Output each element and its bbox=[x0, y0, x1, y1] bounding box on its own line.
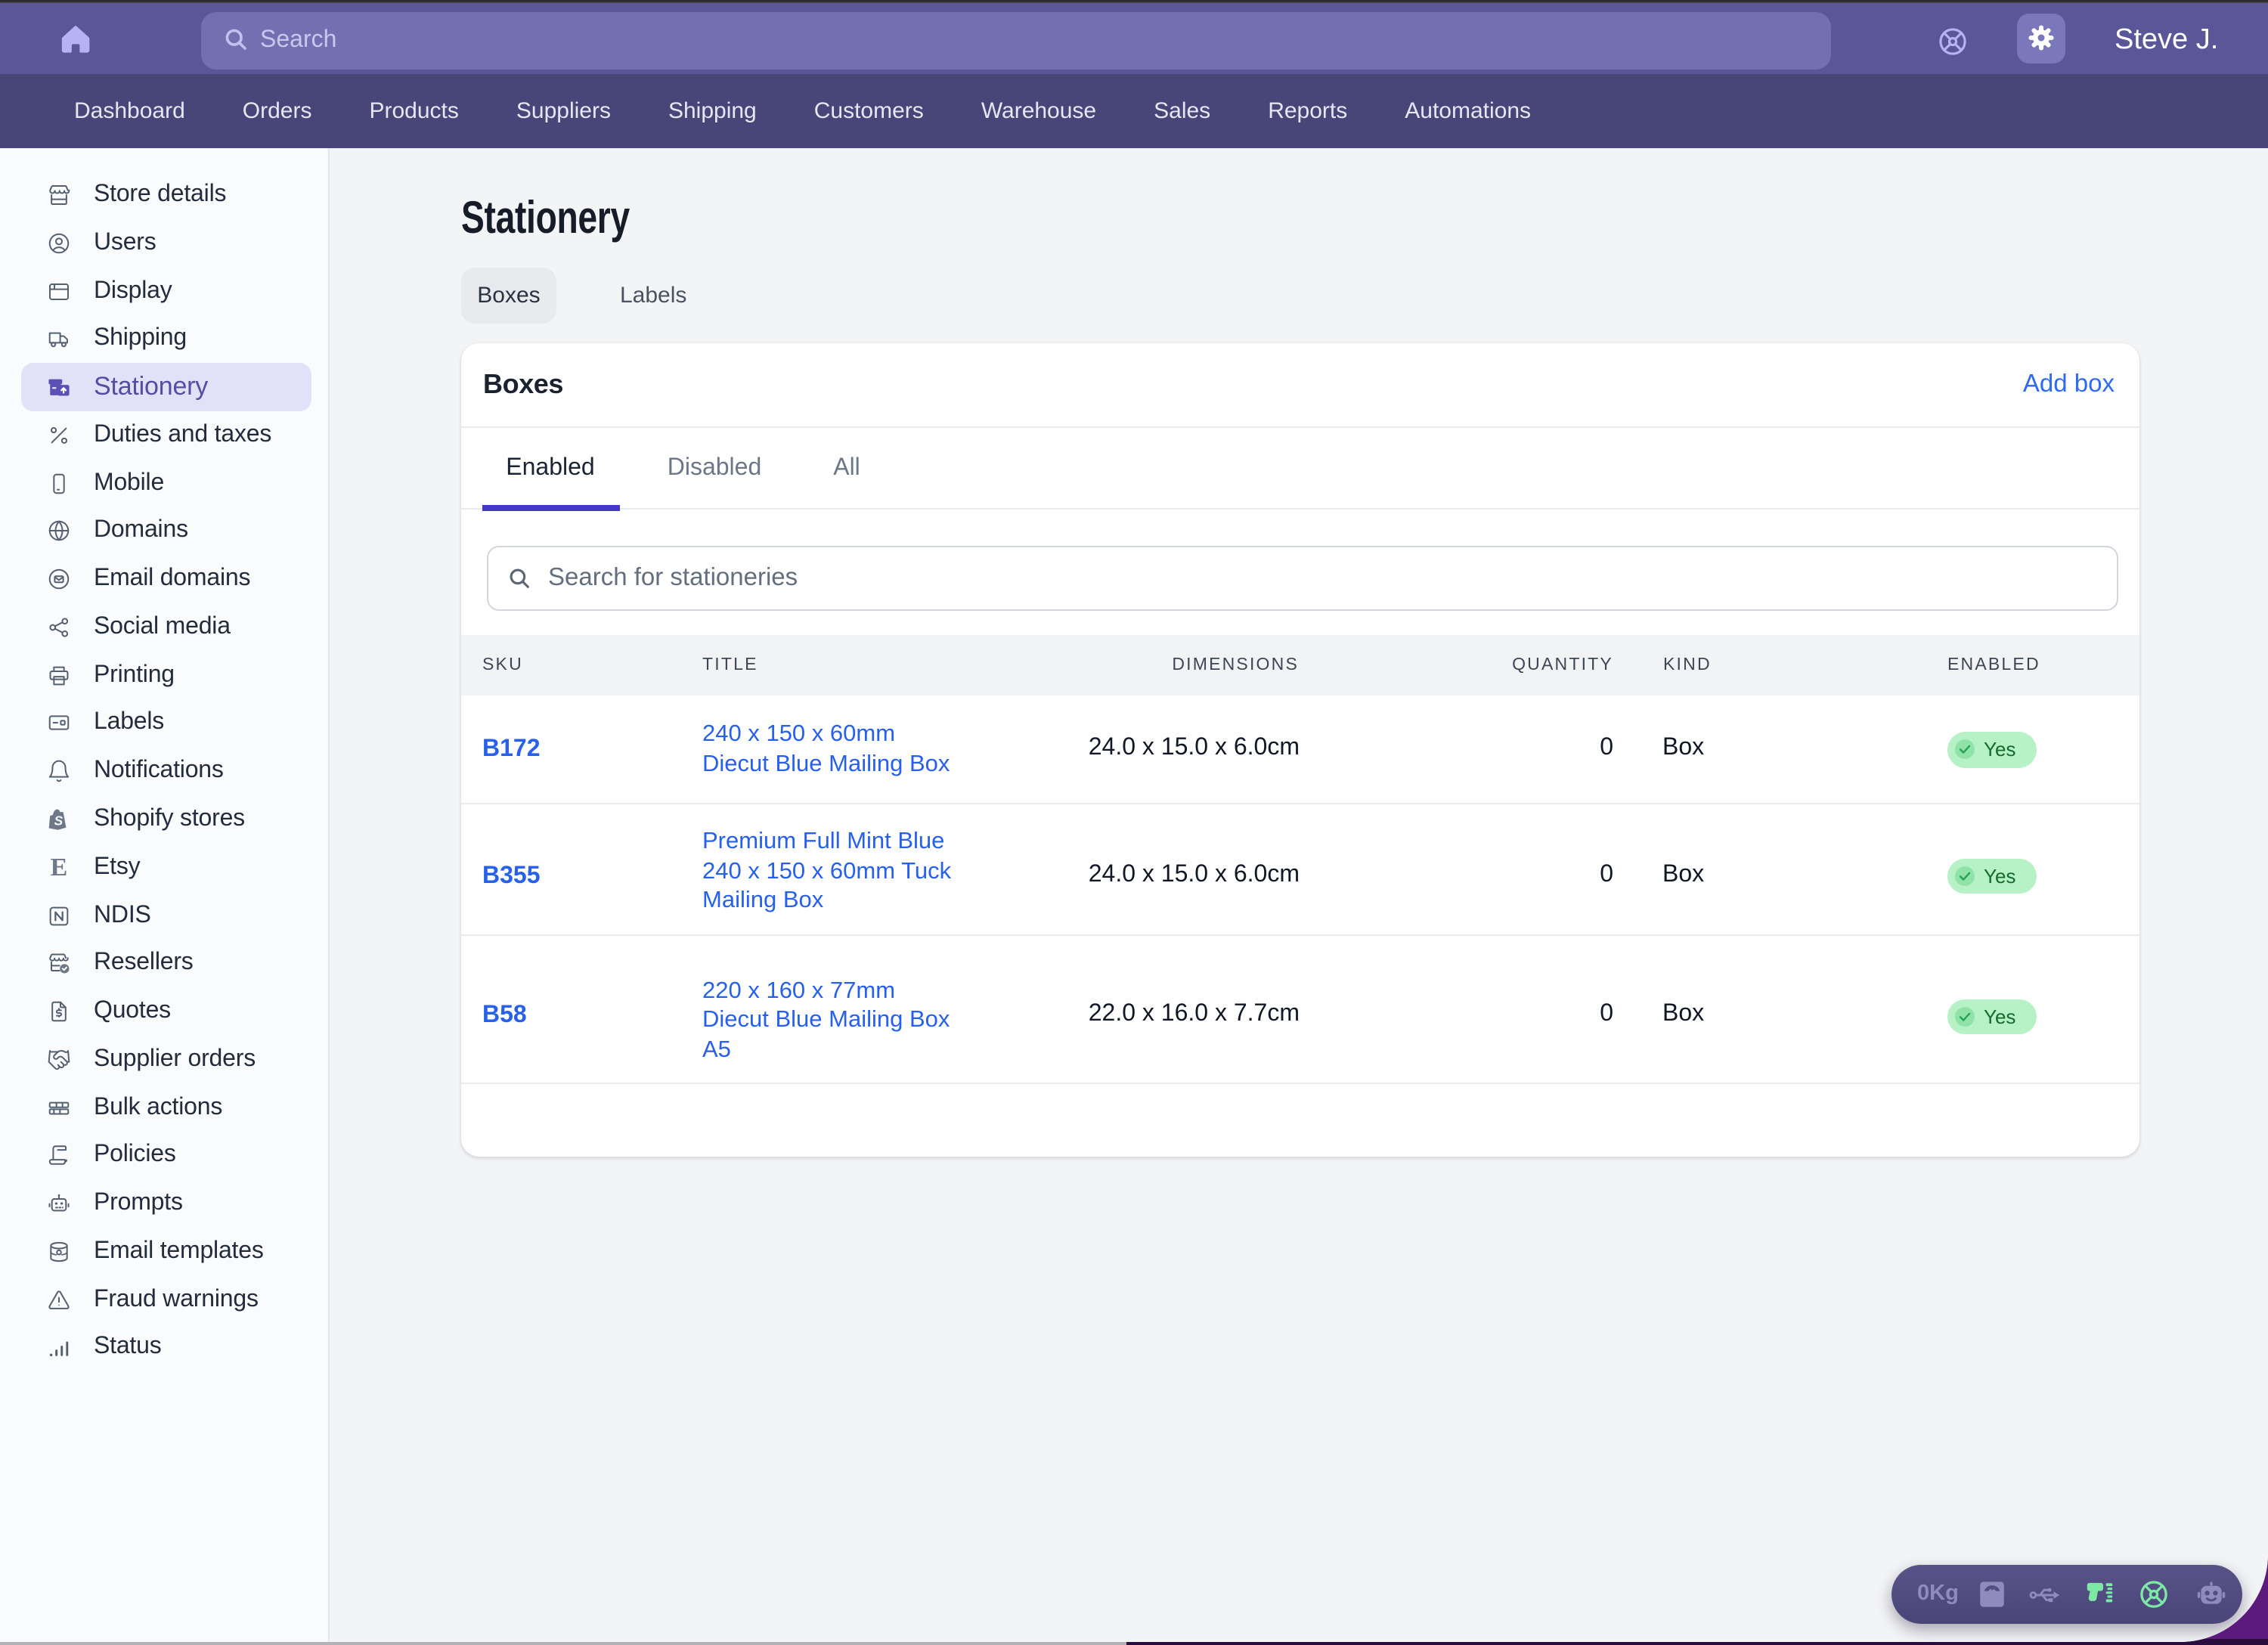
svg-text:S: S bbox=[54, 813, 64, 828]
